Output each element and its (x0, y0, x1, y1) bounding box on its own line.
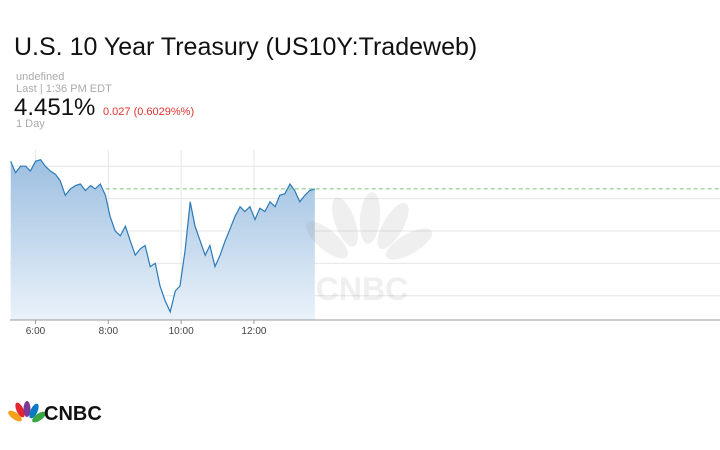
x-tick-label: 6:00 (26, 326, 46, 337)
range: 1 Day (16, 118, 45, 130)
logo: CNBC (8, 401, 102, 425)
last-update: Last | 1:36 PM EDT (16, 83, 112, 95)
x-tick-label: 10:00 (169, 326, 194, 337)
status: undefined (16, 71, 64, 83)
price: 4.451% (14, 94, 95, 121)
title: U.S. 10 Year Treasury (US10Y:Tradeweb) (14, 33, 477, 61)
area-fill (10, 159, 315, 320)
line (10, 158, 315, 314)
change: 0.027 (0.6029%%) (103, 106, 194, 118)
watermark: CNBC (306, 192, 433, 307)
x-tick-label: 12:00 (241, 326, 266, 337)
logo-text: CNBC (44, 403, 102, 425)
x-tick-label: 8:00 (99, 326, 119, 337)
watermark-text: CNBC (316, 271, 408, 307)
